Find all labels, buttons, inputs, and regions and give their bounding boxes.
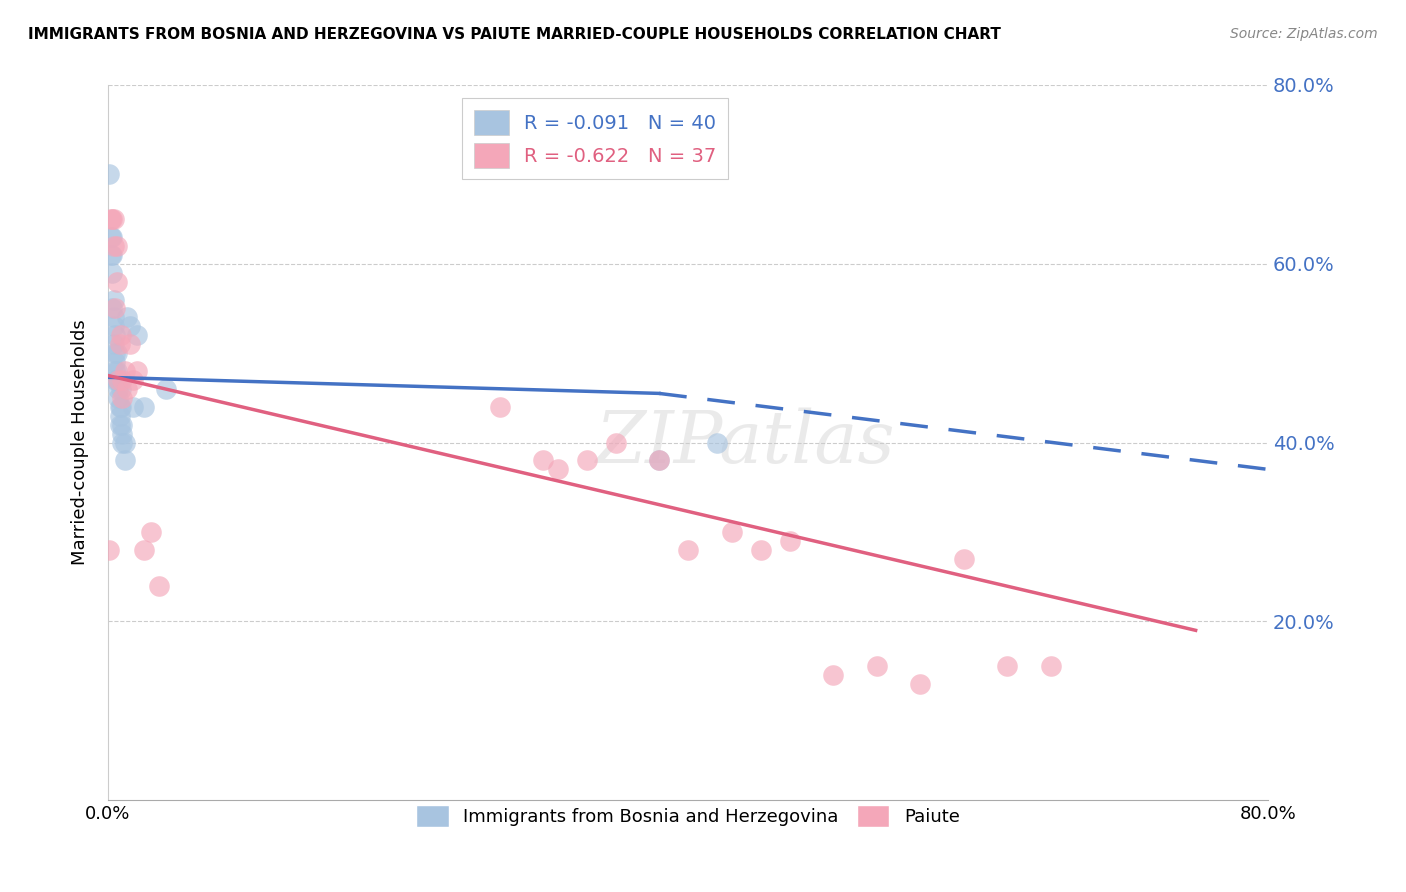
Text: ZIPatlas: ZIPatlas (596, 408, 896, 478)
Point (101, 248, 124, 262)
Point (155, 382, 177, 396)
Point (111, 435, 134, 450)
Point (114, 453, 136, 467)
Y-axis label: Married-couple Households: Married-couple Households (72, 319, 89, 566)
Point (100, 212, 122, 227)
Point (111, 391, 134, 405)
Point (114, 435, 136, 450)
Point (575, 453, 598, 467)
Point (110, 328, 132, 343)
Point (148, 579, 170, 593)
Point (111, 426, 134, 441)
Point (98, 167, 121, 181)
Point (648, 453, 671, 467)
Point (115, 382, 138, 396)
Point (125, 364, 148, 378)
Point (110, 382, 132, 396)
Point (107, 382, 129, 396)
Point (779, 533, 801, 548)
Point (648, 453, 671, 467)
Point (104, 373, 127, 387)
Point (114, 364, 136, 378)
Point (908, 677, 931, 691)
Point (952, 551, 974, 566)
Point (865, 659, 887, 673)
Point (118, 319, 141, 334)
Point (118, 337, 141, 351)
Point (823, 668, 845, 682)
Point (105, 275, 128, 289)
Point (107, 391, 129, 405)
Point (111, 417, 134, 432)
Point (108, 417, 131, 432)
Point (103, 319, 125, 334)
Point (995, 659, 1018, 673)
Point (108, 337, 131, 351)
Point (141, 524, 163, 539)
Point (605, 435, 627, 450)
Point (121, 400, 143, 414)
Point (706, 435, 728, 450)
Point (547, 462, 569, 476)
Point (101, 266, 124, 280)
Point (110, 400, 132, 414)
Point (488, 400, 510, 414)
Point (104, 301, 127, 316)
Point (134, 542, 156, 557)
Point (98, 542, 121, 557)
Point (103, 212, 125, 227)
Point (676, 542, 699, 557)
Point (100, 230, 122, 244)
Point (100, 248, 122, 262)
Point (103, 310, 125, 325)
Point (105, 239, 128, 253)
Point (108, 409, 131, 423)
Point (105, 373, 128, 387)
Point (104, 328, 127, 343)
Point (105, 346, 128, 360)
Point (531, 453, 554, 467)
Text: Source: ZipAtlas.com: Source: ZipAtlas.com (1230, 27, 1378, 41)
Point (103, 239, 125, 253)
Point (1039, 659, 1062, 673)
Point (107, 373, 129, 387)
Point (111, 373, 134, 387)
Point (134, 400, 156, 414)
Point (720, 524, 742, 539)
Point (105, 364, 128, 378)
Point (101, 212, 124, 227)
Point (125, 328, 148, 343)
Point (107, 373, 129, 387)
Point (749, 542, 772, 557)
Point (103, 293, 125, 307)
Point (104, 355, 127, 369)
Point (104, 364, 127, 378)
Point (108, 400, 131, 414)
Point (104, 346, 127, 360)
Point (115, 310, 138, 325)
Point (101, 230, 124, 244)
Point (101, 301, 124, 316)
Legend: Immigrants from Bosnia and Herzegovina, Paiute: Immigrants from Bosnia and Herzegovina, … (409, 797, 967, 834)
Text: IMMIGRANTS FROM BOSNIA AND HERZEGOVINA VS PAIUTE MARRIED-COUPLE HOUSEHOLDS CORRE: IMMIGRANTS FROM BOSNIA AND HERZEGOVINA V… (28, 27, 1001, 42)
Point (121, 373, 143, 387)
Point (103, 337, 125, 351)
